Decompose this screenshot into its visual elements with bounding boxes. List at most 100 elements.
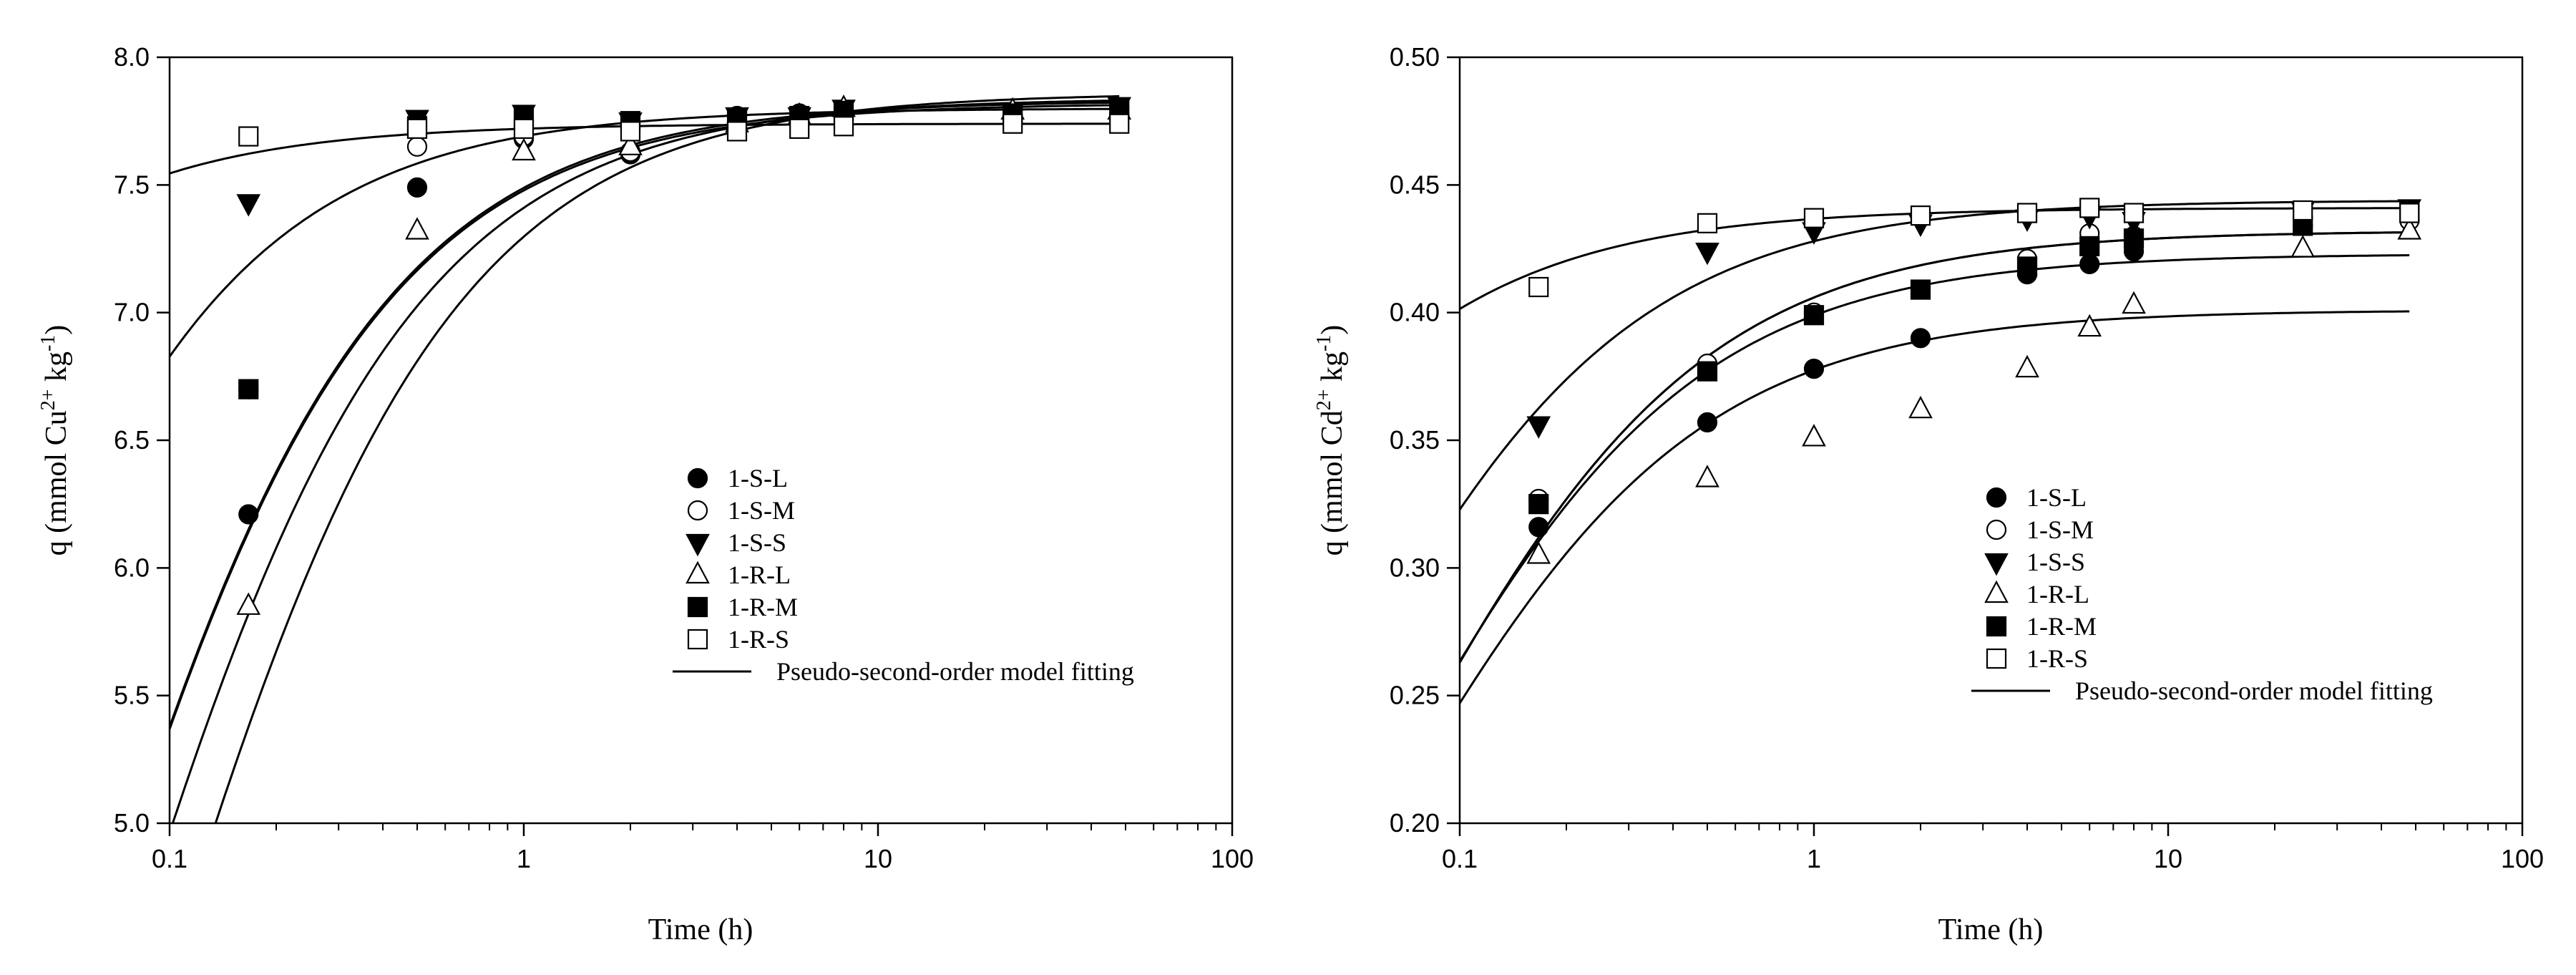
data-point [2016,256,2038,277]
cd-ticks: 0.1 1 10 100 0.20 0.25 0.30 0.35 0.40 0.45 0.50 [1390,42,2544,873]
cd-fit-curve-1-s-s [1460,200,2410,510]
cd-y-tick-label: 0.35 [1390,425,1440,455]
legend-marker [1986,616,2007,637]
data-point [2079,198,2100,218]
legend-marker [687,596,708,618]
cu-data-points [236,94,1132,615]
data-point [1002,113,1023,134]
data-point [2123,228,2145,249]
cu-fit-curve-1-s-l [171,99,1120,823]
data-point [2123,203,2145,223]
cu-x-tick-label: 10 [864,844,892,873]
cu-series-1-s-m [238,98,1130,399]
data-point [406,136,428,157]
data-point [2290,235,2316,258]
data-point [2079,253,2100,274]
cd-fit-curve-1-r-l [1460,310,2410,704]
cd-series-1-r-m [1528,200,2420,515]
legend-label: 1-R-M [2026,612,2097,641]
cu-series-1-r-m [238,98,1130,399]
cd-series-1-r-l [1526,217,2422,564]
cd-x-tick-label: 1 [1807,844,1821,873]
data-point [2122,291,2146,314]
cd-x-tick-label: 100 [2501,844,2544,873]
data-point [1802,424,1826,447]
data-point [1697,213,1718,233]
legend-marker [687,500,708,521]
legend-fit-label: Pseudo-second-order model fitting [2075,676,2433,705]
data-point [1910,279,1931,300]
data-point [513,118,535,139]
legend-marker [686,533,710,557]
data-point [789,118,810,139]
data-point [1803,208,1825,228]
data-point [2293,200,2313,221]
legend-marker [1986,519,2007,540]
data-point [2077,314,2102,337]
cd-y-tick-label: 0.40 [1390,298,1440,327]
data-point [726,121,748,142]
cu-ticks: 0.1 1 10 100 5.0 5.5 6.0 6.5 7.0 7.5 8.0 [114,42,1254,873]
cd-series-1-r-s [1528,198,2420,298]
data-point [236,194,261,217]
cu-fit-curves [170,94,1120,823]
data-point [2397,217,2422,240]
cd-y-tick-label: 0.25 [1390,681,1440,710]
chart-cd-panel: 0.1 1 10 100 0.20 0.25 0.30 0.35 0.40 0.45 0.50 Ti… [1313,42,2544,946]
cd-y-tick-label: 0.45 [1390,170,1440,199]
legend-label: 1-S-M [728,496,795,525]
cd-fit-curve-1-s-m [1460,231,2410,664]
legend-label: 1-R-M [728,593,798,621]
legend-label: 1-R-L [728,561,791,589]
cd-fit-curve-1-s-l [1460,231,2410,664]
data-point [1908,395,1933,419]
data-point [2015,354,2039,378]
cu-fit-curve-1-s-m [170,104,1120,730]
data-point [512,137,536,161]
cd-fit-curves [1460,200,2410,704]
cu-series-1-r-s [238,113,1130,147]
data-point [1803,359,1825,379]
data-point [1910,205,1931,226]
legend-fit-label: Pseudo-second-order model fitting [776,657,1134,686]
cd-x-tick-label: 10 [2154,844,2182,873]
data-point [833,116,854,137]
cd-series-1-s-s [1526,199,2422,439]
data-point [1528,276,1549,298]
cd-x-axis-title: Time (h) [1938,913,2044,946]
data-point [1526,416,1551,439]
cu-legend: 1-S-L 1-S-M 1-S-S 1-R-L 1-R-M 1-R-S Pseudo-sec… [673,464,1134,686]
cu-x-tick-label: 1 [517,844,531,873]
cu-x-axis-title: Time (h) [648,913,753,946]
legend-marker [687,629,708,650]
data-point [1695,242,1719,266]
data-point [238,379,259,399]
legend-label: 1-R-S [2026,644,2088,673]
data-point [406,118,428,139]
legend-label: 1-R-L [2026,580,2089,608]
data-point [1697,361,1718,382]
data-point [1697,412,1718,433]
legend-label: 1-R-S [728,625,789,654]
data-point [2399,203,2420,223]
legend-label: 1-S-S [728,528,786,557]
cd-y-tick-label: 0.50 [1390,42,1440,72]
cu-fit-curve-1-r-s [170,122,1120,175]
cu-y-tick-label: 8.0 [114,42,150,72]
cu-y-tick-label: 6.0 [114,553,150,582]
data-point [1526,541,1551,564]
cu-y-tick-label: 7.0 [114,298,150,327]
legend-label: 1-S-L [728,464,788,493]
cu-y-tick-label: 5.5 [114,681,150,710]
cd-y-axis-title: q (mmol Cd2+ kg-1) [1313,325,1349,556]
cu-series-1-r-l [236,94,1132,615]
data-point [1910,328,1931,349]
cu-x-tick-label: 0.1 [152,844,187,873]
cd-x-tick-label: 0.1 [1442,844,1478,873]
data-point [2079,236,2100,257]
data-point [1695,465,1719,488]
data-point [238,504,259,525]
cu-y-tick-label: 7.5 [114,170,150,199]
